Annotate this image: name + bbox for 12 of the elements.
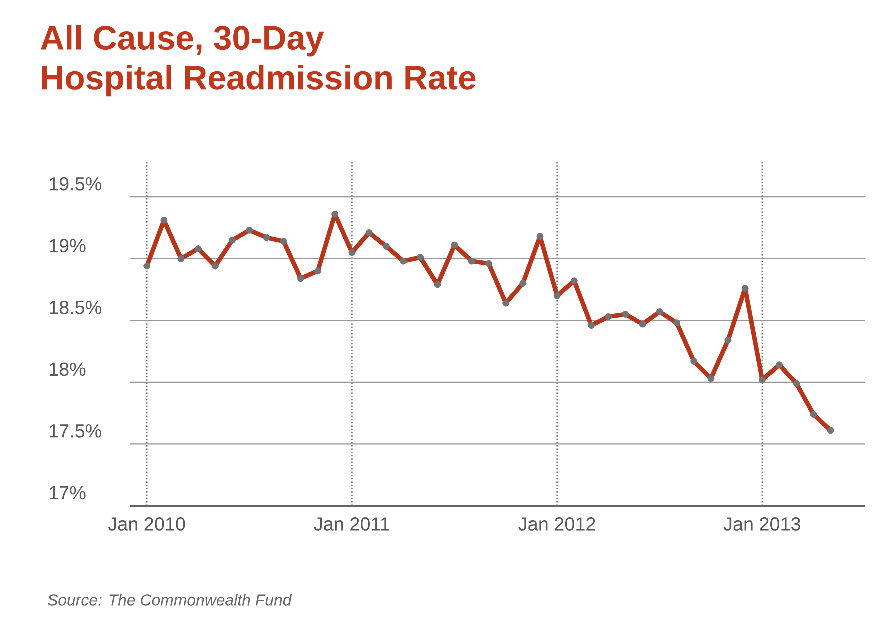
- x-tick-label: Jan 2012: [518, 518, 596, 531]
- y-tick-label: 18%: [50, 362, 86, 376]
- chart-title: All Cause, 30-Day Hospital Readmission Rate: [41, 25, 476, 97]
- y-tick-label: 19.5%: [50, 177, 102, 191]
- y-tick-label: 19%: [50, 239, 86, 253]
- x-tick-label: Jan 2010: [108, 518, 186, 531]
- y-tick-label: 17.5%: [50, 424, 102, 438]
- x-tick-label: Jan 2013: [724, 518, 801, 531]
- x-tick-label: Jan 2011: [314, 518, 390, 531]
- source-note: Source: The Commonwealth Fund: [48, 594, 292, 606]
- y-tick-label: 18.5%: [50, 300, 102, 314]
- y-tick-label: 17%: [50, 486, 86, 500]
